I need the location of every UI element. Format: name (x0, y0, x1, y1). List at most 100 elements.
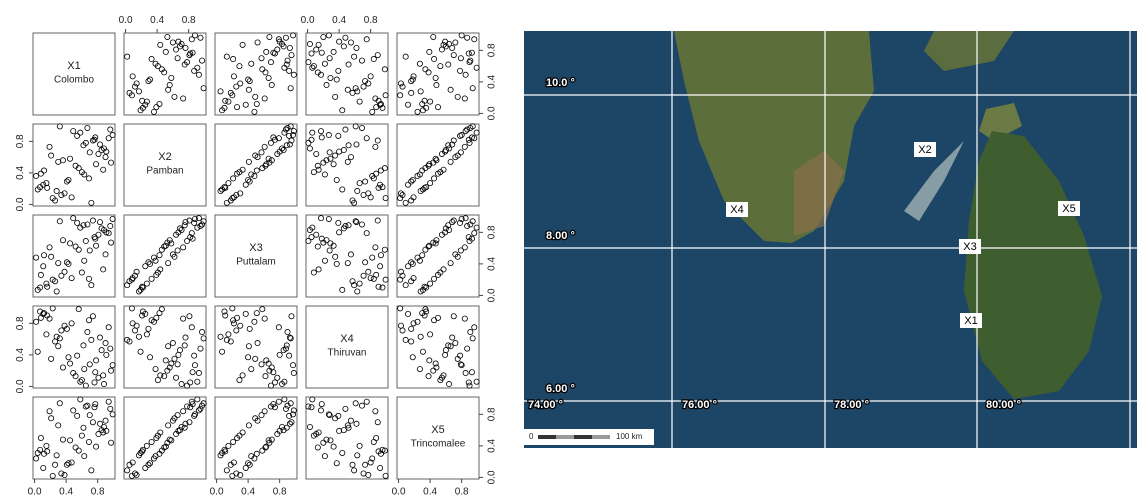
point (37, 271, 44, 278)
point (466, 139, 473, 146)
point (227, 338, 234, 345)
point (397, 305, 404, 312)
point (417, 333, 424, 340)
point (382, 472, 389, 479)
point (161, 373, 168, 380)
point (176, 347, 183, 354)
point (469, 85, 476, 92)
point (321, 257, 328, 264)
point (462, 128, 469, 135)
point (178, 226, 185, 233)
point (430, 239, 437, 246)
point (283, 61, 290, 68)
point (417, 88, 424, 95)
point (135, 452, 142, 459)
point (187, 379, 194, 386)
point (186, 217, 193, 224)
point (363, 36, 370, 43)
var-name: X1 (67, 60, 80, 72)
point (432, 360, 439, 367)
point (173, 231, 180, 238)
point (145, 461, 152, 468)
point (53, 188, 60, 195)
point (82, 238, 89, 245)
point (373, 104, 380, 111)
point (169, 340, 176, 347)
point (284, 124, 291, 131)
point (320, 159, 327, 166)
point (381, 447, 388, 454)
point (107, 405, 114, 412)
point (222, 97, 229, 104)
var-label: Colombo (54, 75, 94, 86)
point (261, 95, 268, 102)
point (333, 76, 340, 83)
point (124, 53, 131, 60)
point (182, 44, 189, 51)
point (353, 420, 360, 427)
point (427, 280, 434, 287)
point (261, 315, 268, 322)
point (354, 452, 361, 459)
point (187, 404, 194, 411)
point (137, 107, 144, 114)
point (274, 374, 281, 381)
point (105, 230, 112, 237)
point (78, 269, 85, 276)
point (447, 158, 454, 165)
point (158, 306, 165, 313)
point (469, 218, 476, 225)
panel (214, 396, 298, 480)
point (286, 132, 293, 139)
point (318, 49, 325, 56)
point (222, 312, 229, 319)
point (169, 251, 176, 258)
point (259, 447, 266, 454)
point (191, 362, 198, 369)
point (222, 184, 229, 191)
point (58, 272, 65, 279)
point (317, 128, 324, 135)
point (105, 324, 112, 331)
point (153, 271, 160, 278)
point (422, 165, 429, 172)
point (67, 155, 74, 162)
point (447, 86, 454, 93)
point (67, 437, 74, 444)
point (91, 404, 98, 411)
point (402, 282, 409, 289)
point (135, 288, 142, 295)
point (56, 400, 63, 407)
point (425, 373, 432, 380)
point (317, 71, 324, 78)
point (381, 66, 388, 73)
point (440, 266, 447, 273)
point (351, 199, 358, 206)
point (335, 132, 342, 139)
x-tick-label: 0.4 (150, 15, 164, 26)
point (416, 366, 423, 373)
point (165, 343, 172, 350)
point (246, 78, 253, 85)
point (340, 225, 347, 232)
point (128, 276, 135, 283)
point (229, 195, 236, 202)
point (373, 434, 380, 441)
point (397, 276, 404, 283)
point (148, 56, 155, 63)
point (340, 147, 347, 154)
point (200, 335, 207, 342)
point (182, 334, 189, 341)
point (91, 379, 98, 386)
point (254, 417, 261, 424)
jaffna (979, 103, 1022, 141)
point (102, 154, 109, 161)
point (166, 82, 173, 89)
point (362, 259, 369, 266)
point (315, 166, 322, 173)
point (457, 247, 464, 254)
point (188, 398, 195, 405)
point (417, 288, 424, 295)
point (65, 460, 72, 467)
point (262, 444, 269, 451)
